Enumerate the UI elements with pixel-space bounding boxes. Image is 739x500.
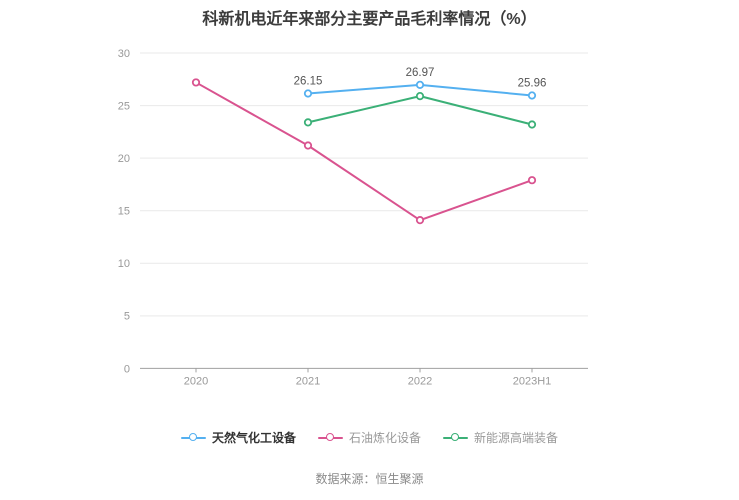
data-point-label: 26.15 — [294, 75, 323, 87]
data-point[interactable] — [303, 89, 313, 98]
data-point[interactable] — [303, 118, 313, 127]
series-line-1 — [195, 81, 533, 222]
data-point-label: 26.97 — [406, 67, 435, 79]
legend-label: 新能源高端装备 — [474, 431, 559, 445]
y-axis-tick-label: 10 — [118, 258, 130, 270]
chart-legend: 天然气化工设备 石油炼化设备 新能源高端装备 — [0, 429, 739, 446]
data-point-label: 25.96 — [518, 77, 547, 89]
x-axis-tick-label: 2022 — [408, 375, 432, 387]
data-point[interactable] — [191, 78, 201, 87]
legend-line-marker-icon — [317, 433, 343, 443]
x-axis-tick-label: 2021 — [296, 375, 320, 387]
data-point[interactable] — [303, 141, 313, 150]
data-point[interactable] — [527, 120, 537, 129]
y-axis-tick-label: 20 — [118, 153, 130, 165]
data-point[interactable] — [415, 216, 425, 225]
legend-line-marker-icon — [443, 433, 468, 443]
chart-title: 科新机电近年来部分主要产品毛利率情况（%） — [202, 11, 537, 28]
data-point[interactable] — [527, 176, 537, 185]
legend-label: 天然气化工设备 — [211, 431, 296, 445]
y-axis-tick-label: 30 — [118, 48, 130, 60]
data-point[interactable] — [415, 92, 425, 101]
legend-line-marker-icon — [180, 433, 206, 443]
y-axis-tick-label: 5 — [124, 311, 130, 323]
data-source-text: 数据来源：恒生聚源 — [315, 472, 424, 486]
x-axis-tick-label: 2020 — [184, 375, 208, 387]
x-axis-tick-label: 2023H1 — [513, 375, 552, 387]
legend-item-0[interactable]: 天然气化工设备 — [180, 429, 296, 446]
data-point[interactable] — [415, 80, 425, 89]
legend-label: 石油炼化设备 — [348, 431, 421, 445]
legend-item-2[interactable]: 新能源高端装备 — [443, 429, 558, 446]
y-axis-tick-label: 0 — [124, 363, 130, 375]
legend-item-1[interactable]: 石油炼化设备 — [317, 429, 421, 446]
y-axis-tick-label: 25 — [118, 100, 130, 112]
series-line-2 — [307, 95, 533, 126]
y-axis-tick-label: 15 — [118, 206, 130, 218]
data-point[interactable] — [527, 91, 537, 100]
